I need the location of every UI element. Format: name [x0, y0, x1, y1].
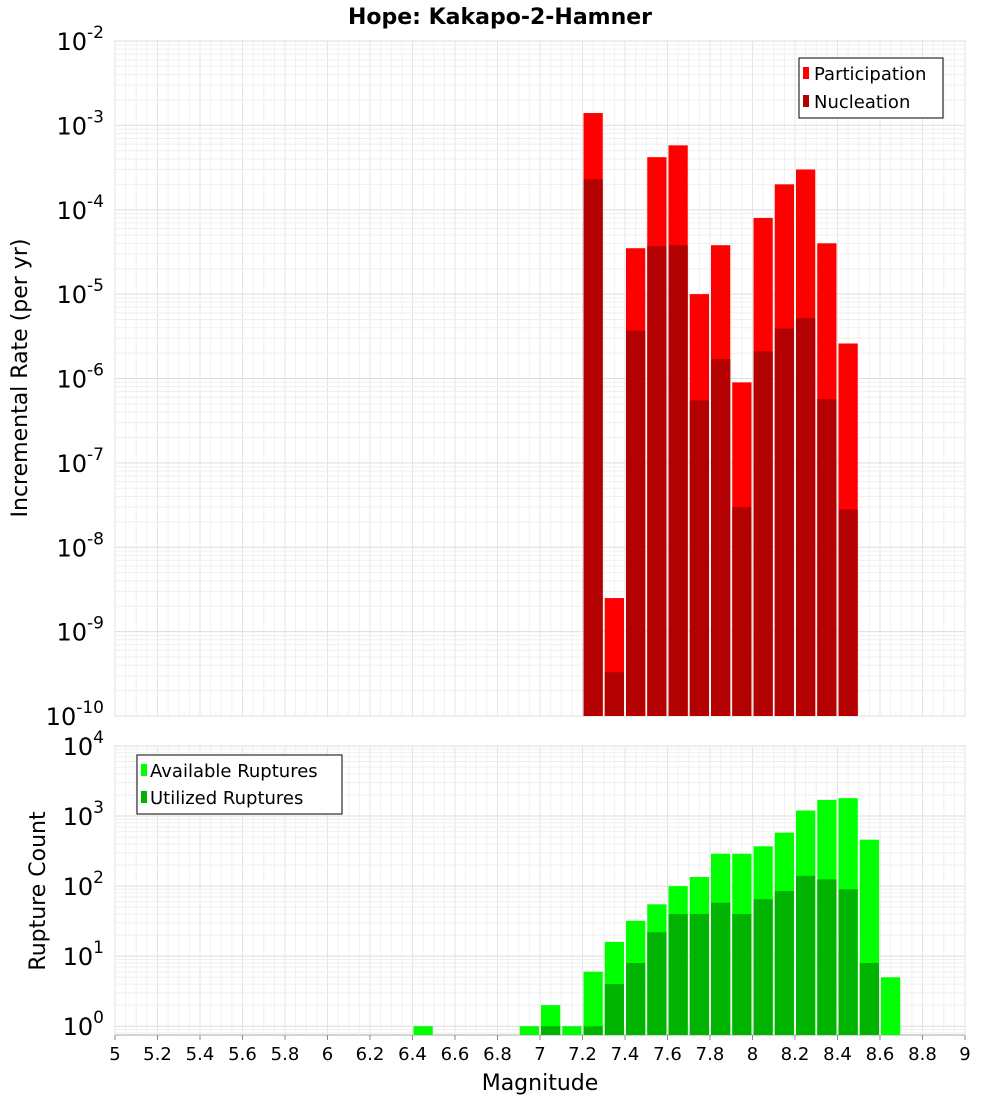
top-y-tick-label: 10-9 — [57, 614, 105, 647]
top-y-tick-label: 10-3 — [57, 107, 105, 140]
x-tick-label: 6.6 — [441, 1044, 470, 1065]
top-y-axis-label: Incremental Rate (per yr) — [8, 239, 33, 518]
top-y-tick-label: 10-8 — [57, 529, 105, 562]
top-bars — [583, 113, 858, 717]
x-tick-label: 7.6 — [653, 1044, 682, 1065]
top-bar-nucleation — [817, 399, 837, 716]
bottom-bar-utilized-ruptures — [541, 1026, 561, 1035]
bottom-bar-utilized-ruptures — [711, 902, 731, 1035]
bottom-bars — [413, 798, 901, 1035]
x-tick-label: 7.4 — [611, 1044, 640, 1065]
x-tick-label: 9 — [959, 1044, 970, 1065]
top-bar-nucleation — [838, 509, 858, 716]
top-y-tick-label: 10-10 — [46, 698, 104, 731]
bottom-bar-utilized-ruptures — [774, 891, 794, 1035]
top-chart-panel: 10-10 10-9 10-8 10-7 10-6 10-5 10-4 10-3 10-2 In… — [8, 23, 966, 731]
bottom-bar-utilized-ruptures — [668, 914, 688, 1035]
x-tick-label: 7.2 — [568, 1044, 597, 1065]
bottom-bar-available-ruptures — [413, 1026, 433, 1035]
top-bar-nucleation — [604, 672, 624, 716]
x-tick-label: 7.8 — [696, 1044, 725, 1065]
x-tick-label: 5.6 — [228, 1044, 257, 1065]
x-tick-label: 5.2 — [143, 1044, 172, 1065]
top-y-tick-label: 10-6 — [57, 361, 105, 394]
bottom-y-tick-label: 100 — [63, 1008, 104, 1041]
bottom-y-tick-label: 103 — [63, 798, 104, 831]
x-tick-label: 6.8 — [483, 1044, 512, 1065]
top-bar-nucleation — [732, 506, 752, 716]
top-y-tick-label: 10-7 — [57, 445, 105, 478]
top-bar-nucleation — [583, 179, 603, 716]
bottom-bar-available-ruptures — [519, 1026, 539, 1035]
top-bar-nucleation — [668, 245, 688, 717]
bottom-bar-utilized-ruptures — [796, 875, 816, 1035]
bottom-bar-utilized-ruptures — [626, 962, 646, 1035]
bottom-bar-utilized-ruptures — [604, 984, 624, 1035]
x-axis-label: Magnitude — [482, 1071, 599, 1096]
bottom-bar-available-ruptures — [881, 977, 901, 1035]
bottom-bar-utilized-ruptures — [583, 1026, 603, 1035]
bottom-bar-available-ruptures — [562, 1026, 582, 1035]
legend-swatch-nucleation — [803, 95, 809, 107]
legend-swatch-available — [141, 764, 147, 776]
legend-label-utilized: Utilized Ruptures — [150, 788, 303, 809]
top-y-tick-label: 10-4 — [57, 192, 105, 225]
top-y-tick-labels: 10-10 10-9 10-8 10-7 10-6 10-5 10-4 10-3 10-2 — [46, 23, 104, 731]
top-bar-nucleation — [689, 400, 709, 716]
legend-label-nucleation: Nucleation — [814, 92, 910, 113]
legend-label-available: Available Ruptures — [150, 761, 318, 782]
x-tick-label: 5.4 — [186, 1044, 215, 1065]
legend-swatch-participation — [803, 67, 809, 79]
x-tick-label: 8.6 — [866, 1044, 895, 1065]
x-tick-label: 5 — [109, 1044, 120, 1065]
bottom-y-axis-label: Rupture Count — [26, 811, 51, 971]
bottom-bar-utilized-ruptures — [859, 962, 879, 1035]
bottom-bar-utilized-ruptures — [817, 879, 837, 1035]
legend-swatch-utilized — [141, 791, 147, 803]
x-tick-label: 8 — [747, 1044, 758, 1065]
top-bar-nucleation — [647, 246, 667, 716]
x-tick-label: 5.8 — [271, 1044, 300, 1065]
top-legend-box — [798, 57, 944, 119]
x-tick-label: 8.2 — [781, 1044, 810, 1065]
top-gridlines — [114, 40, 966, 717]
bottom-bar-available-ruptures — [583, 971, 603, 1035]
x-tick-label: 8.4 — [823, 1044, 852, 1065]
bottom-y-tick-labels: 100 101 102 103 104 — [63, 728, 104, 1041]
top-bar-nucleation — [796, 318, 816, 716]
top-bar-nucleation — [626, 330, 646, 716]
bottom-bar-utilized-ruptures — [732, 914, 752, 1035]
bottom-legend-box — [136, 754, 343, 815]
bottom-bar-utilized-ruptures — [689, 914, 709, 1035]
legend-label-participation: Participation — [814, 64, 926, 85]
bottom-legend: Available Ruptures Utilized Ruptures — [136, 754, 343, 815]
bottom-bar-utilized-ruptures — [647, 932, 667, 1035]
bottom-y-tick-label: 104 — [63, 728, 104, 761]
bottom-y-tick-label: 101 — [63, 938, 104, 971]
x-tick-label: 6 — [322, 1044, 333, 1065]
chart-title: Hope: Kakapo-2-Hamner — [348, 5, 652, 30]
top-y-tick-label: 10-2 — [57, 23, 105, 56]
x-tick-label: 7 — [534, 1044, 545, 1065]
top-y-tick-label: 10-5 — [57, 276, 105, 309]
bottom-chart-panel: 100 101 102 103 104 Rupture Count Available … — [26, 728, 971, 1096]
top-bar-nucleation — [711, 359, 731, 716]
x-axis-ticks: 5 5.2 5.4 5.6 5.8 6 6.2 6.4 6.6 6.8 7 7.2 7.4 7.6 7.8 8… — [109, 1035, 971, 1065]
x-tick-label: 6.2 — [356, 1044, 385, 1065]
x-tick-label: 8.8 — [908, 1044, 937, 1065]
bottom-bar-utilized-ruptures — [753, 899, 773, 1035]
top-legend: Participation Nucleation — [798, 57, 944, 119]
x-tick-label: 6.4 — [398, 1044, 427, 1065]
top-bar-nucleation — [753, 351, 773, 716]
bottom-y-tick-label: 102 — [63, 868, 104, 901]
top-bar-nucleation — [774, 328, 794, 716]
bottom-bar-utilized-ruptures — [838, 889, 858, 1035]
